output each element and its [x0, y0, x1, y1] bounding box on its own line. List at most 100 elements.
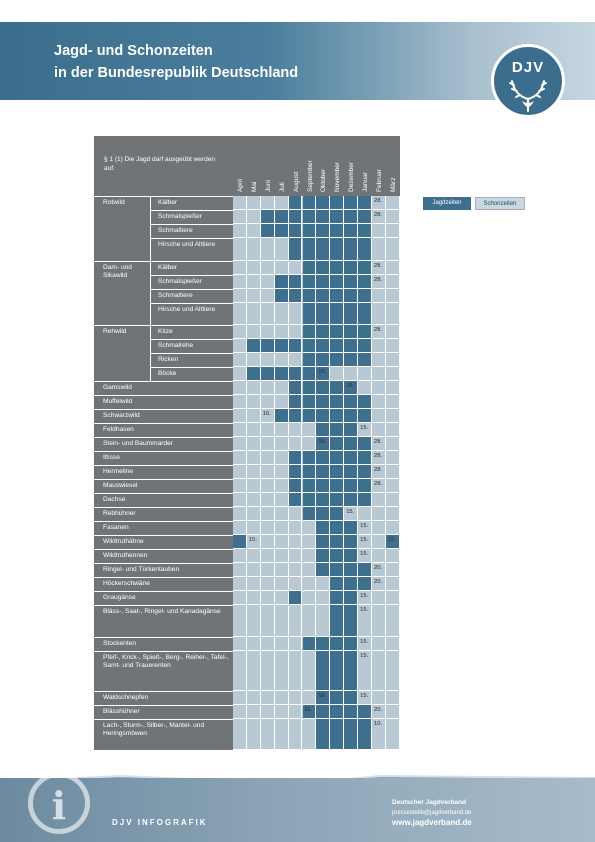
date-note: 20.	[374, 579, 383, 586]
season-cell	[358, 704, 372, 719]
season-cell	[246, 325, 261, 340]
season-cell	[260, 196, 275, 210]
species-label: Stein- und Baummarder	[103, 440, 174, 448]
subrow-divider	[150, 260, 151, 275]
season-cell	[274, 591, 289, 606]
header-banner: Jagd- und Schonzeiten in der Bundesrepub…	[0, 22, 595, 118]
month-label: Dezember	[348, 162, 356, 192]
season-cell	[260, 302, 275, 326]
season-cell	[288, 196, 303, 210]
season-cell	[385, 605, 400, 637]
subrow-divider	[150, 196, 151, 210]
season-cell	[274, 423, 289, 438]
season-cell	[233, 577, 247, 592]
season-cell	[246, 339, 261, 354]
date-note: 15.	[387, 537, 396, 544]
season-cell	[372, 288, 386, 303]
season-cell	[344, 196, 359, 210]
season-cell	[260, 423, 275, 438]
season-cell	[372, 437, 386, 452]
season-cell	[330, 577, 345, 592]
season-cell	[246, 196, 261, 210]
season-cell	[344, 718, 359, 751]
season-cell	[274, 238, 289, 261]
season-cell	[330, 437, 345, 452]
season-cell	[372, 238, 386, 261]
season-cell	[316, 238, 331, 261]
species-label: Bläss-, Saat-, Ringel- und Kanadagänse	[103, 608, 221, 616]
season-cell	[260, 535, 275, 550]
month-label: Februar	[376, 169, 383, 192]
season-cell	[330, 535, 345, 550]
subclass-label: Kälber	[158, 199, 178, 206]
season-cell	[344, 451, 359, 466]
season-cell	[372, 577, 386, 592]
month-label: Juli	[278, 182, 286, 192]
species-label: Waldschnepfen	[103, 693, 149, 701]
season-cell	[233, 563, 247, 578]
season-cell	[233, 650, 247, 691]
season-cell	[288, 636, 303, 651]
season-cell	[288, 302, 303, 326]
season-cell	[260, 260, 275, 275]
season-cell	[344, 260, 359, 275]
season-cell	[302, 465, 317, 480]
season-cell	[302, 409, 317, 424]
species-block	[94, 521, 233, 536]
season-cell	[358, 718, 372, 751]
footer-email[interactable]: pressestelle@jagdverband.de	[392, 810, 472, 816]
season-cell	[372, 507, 386, 522]
antler-icon	[509, 80, 547, 112]
species-block	[94, 395, 233, 410]
season-cell	[246, 636, 261, 651]
season-cell	[330, 563, 345, 578]
season-cell	[274, 274, 289, 289]
season-cell	[385, 210, 400, 224]
month-label: Oktober	[320, 168, 328, 192]
date-note: 15.	[360, 551, 369, 558]
season-cell	[274, 288, 289, 303]
season-cell	[233, 409, 247, 424]
season-cell	[274, 381, 289, 396]
season-cell	[288, 704, 303, 719]
season-cell	[274, 563, 289, 578]
season-cell	[274, 210, 289, 224]
footer-web[interactable]: www.jagdverband.de	[392, 818, 472, 827]
date-note: 15.	[360, 523, 369, 530]
season-cell	[288, 479, 303, 494]
subrow-separator	[150, 367, 233, 369]
date-note: 15.	[360, 638, 369, 645]
season-cell	[260, 549, 275, 564]
footer-brand: DJV INFOGRAFIK	[112, 818, 208, 827]
season-cell	[302, 451, 317, 466]
season-cell	[358, 260, 372, 275]
season-cell	[246, 238, 261, 261]
season-cell	[233, 493, 247, 508]
date-note: 16.	[318, 692, 327, 699]
season-cell	[344, 650, 359, 691]
djv-logo: DJV	[491, 44, 565, 118]
season-cell	[385, 507, 400, 522]
season-cell	[246, 288, 261, 303]
season-cell	[246, 479, 261, 494]
season-cell	[302, 507, 317, 522]
season-cell	[344, 288, 359, 303]
season-cell	[372, 535, 386, 550]
season-cell	[344, 325, 359, 340]
season-cell	[385, 493, 400, 508]
season-cell	[358, 591, 372, 606]
season-cell	[233, 274, 247, 289]
season-cell	[233, 260, 247, 275]
season-cell	[260, 605, 275, 637]
date-note: 15.	[360, 652, 369, 659]
season-cell	[233, 479, 247, 494]
species-label: Schwarzwild	[103, 412, 140, 420]
species-label: Dam- und Sikawild	[103, 263, 132, 279]
season-cell	[344, 423, 359, 438]
season-cell	[316, 210, 331, 224]
season-cell	[274, 465, 289, 480]
date-note: 15.	[346, 383, 355, 390]
subrow-divider	[150, 302, 151, 326]
season-cell	[260, 353, 275, 368]
date-note: 15.	[346, 509, 355, 516]
